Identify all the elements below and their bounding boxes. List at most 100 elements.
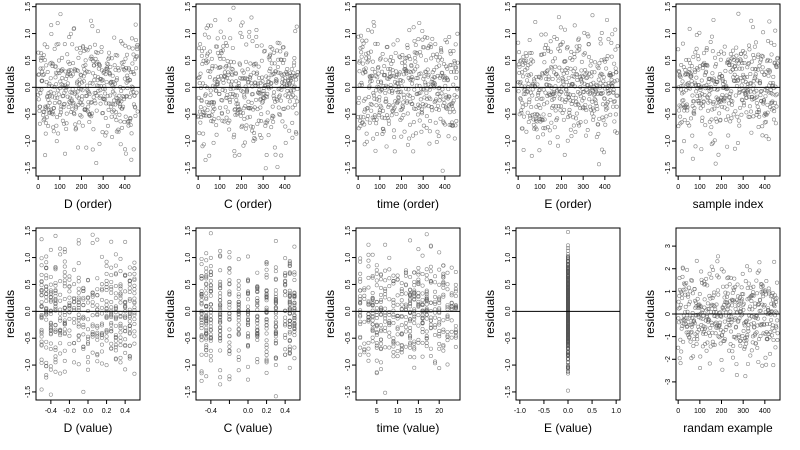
data-point [53,308,58,313]
data-point [686,72,691,77]
data-point [710,49,715,54]
data-point [727,282,732,287]
data-point [227,278,232,283]
data-point [104,278,109,283]
data-point [109,346,114,351]
data-point [196,95,201,100]
data-point [561,82,566,87]
data-point [574,44,579,49]
data-point [752,76,757,81]
data-point [113,323,118,328]
data-point [208,88,213,93]
data-point [391,303,396,308]
data-point [702,73,707,78]
data-point [60,67,65,72]
data-point [226,70,231,75]
data-point [127,310,132,315]
data-point [132,271,137,276]
data-point [731,75,736,80]
data-point [526,63,531,68]
data-point [453,344,458,349]
data-point [47,100,52,105]
data-point [772,109,777,114]
data-point [764,112,769,117]
data-point [223,88,228,93]
data-point [736,11,741,16]
data-point [218,29,223,34]
data-point [62,297,67,302]
data-point [43,106,48,111]
data-point [86,300,91,305]
data-point [596,162,601,167]
data-point [560,68,565,73]
data-point [714,302,719,307]
data-point [44,298,49,303]
data-point [62,310,67,315]
data-point [414,50,419,55]
data-point [690,133,695,138]
data-point [118,339,123,344]
data-point [128,116,133,121]
data-point [86,104,91,109]
data-point [553,108,558,113]
data-point [612,79,617,84]
data-point [557,49,562,54]
data-point [52,91,57,96]
data-point [389,113,394,118]
data-point [748,71,753,76]
data-point [710,330,715,335]
data-point [400,60,405,65]
data-point [383,390,388,395]
data-point [356,34,361,39]
data-point [125,86,130,91]
data-point [453,60,458,65]
data-point [544,69,549,74]
data-point [726,133,731,138]
data-point [725,86,730,91]
data-point [113,314,118,319]
data-point [677,72,682,77]
data-point [381,129,386,134]
data-point [116,129,121,134]
y-tick-label: 0.0 [25,306,32,316]
data-point [68,68,73,73]
data-point [546,77,551,82]
data-point [428,264,433,269]
data-point [208,23,213,28]
data-point [741,100,746,105]
data-point [369,102,374,107]
data-point [224,115,229,120]
data-point [44,292,49,297]
data-point [592,91,597,96]
data-point [732,276,737,281]
data-point [283,347,288,352]
y-tick-label: -1.0 [345,135,352,147]
data-point [574,111,579,116]
data-point [451,82,456,87]
data-point [48,364,53,369]
data-point [62,327,67,332]
data-point [522,58,527,63]
x-axis-title: D (order) [64,197,112,211]
data-point [685,82,690,87]
data-point [247,114,252,119]
data-point [238,113,243,118]
data-point [453,123,458,128]
data-point [408,238,413,243]
x-tick-label: 0.0 [83,408,93,415]
data-point [273,394,278,399]
data-point [131,147,136,152]
data-point [44,306,49,311]
data-point [213,18,218,23]
data-point [450,107,455,112]
data-point [84,145,89,150]
data-point [104,287,109,292]
data-point [73,90,78,95]
data-point [273,269,278,274]
data-point [405,111,410,116]
data-point [95,237,100,242]
data-point [435,103,440,108]
data-point [65,81,70,86]
data-point [527,50,532,55]
data-point [121,60,126,65]
